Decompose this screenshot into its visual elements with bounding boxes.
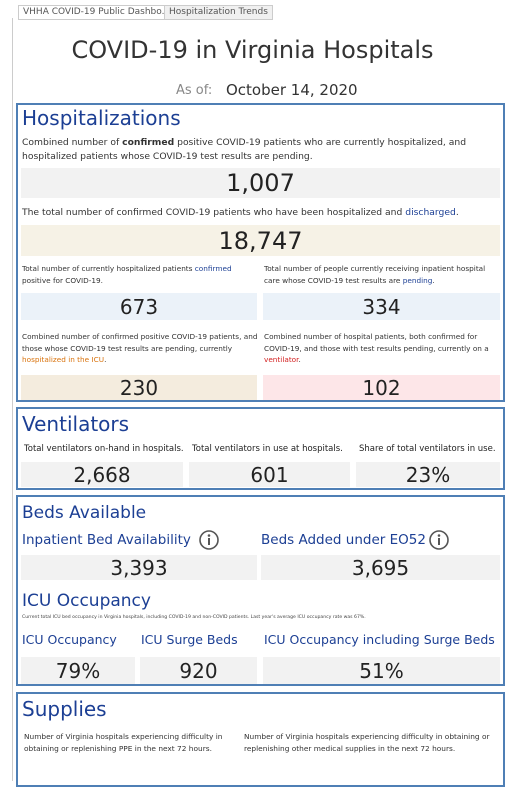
page-title: COVID-19 in Virginia Hospitals — [71, 36, 434, 64]
text: discharged — [405, 207, 456, 218]
description: The total number of confirmed COVID-19 p… — [22, 206, 498, 220]
value: 230 — [21, 375, 257, 400]
value: 334 — [263, 293, 500, 320]
section-title: Ventilators — [22, 412, 130, 436]
text: positive for COVID-19. — [22, 275, 104, 285]
text: . — [432, 275, 435, 285]
text: Combined number of confirmed positive CO… — [22, 332, 258, 353]
value: 18,747 — [21, 225, 500, 256]
value: 23% — [356, 462, 500, 487]
text: The total number of confirmed COVID-19 p… — [22, 207, 406, 218]
text: . — [455, 207, 459, 218]
text: . — [298, 355, 301, 364]
text: positive COVID-19 patients who are curre… — [22, 137, 467, 162]
note: Current total ICU bed occupancy in Virgi… — [22, 615, 366, 620]
as-of-label: As of: — [176, 83, 213, 98]
description: Total number of people currently receivi… — [264, 263, 500, 286]
value: 102 — [263, 375, 500, 400]
text: confirmed — [122, 137, 175, 148]
as-of-date: October 14, 2020 — [226, 81, 358, 99]
tab[interactable]: VHHA COVID-19 Public Dashbo... — [18, 5, 166, 20]
value: 2,668 — [21, 462, 183, 487]
description: Number of Virginia hospitals experiencin… — [244, 732, 490, 753]
info-icon[interactable] — [428, 529, 450, 551]
text: . — [104, 355, 107, 364]
text: Total number of currently hospitalized p… — [22, 264, 195, 273]
section-title: Beds Available — [22, 503, 147, 523]
text: confirmed — [194, 264, 232, 273]
item-label: ICU Occupancy including Surge Beds — [264, 632, 495, 647]
value: 920 — [140, 657, 257, 684]
value: 79% — [21, 657, 135, 684]
value: 3,695 — [261, 555, 500, 580]
description: Combined number of hospital patients, bo… — [264, 331, 500, 366]
item-label: Share of total ventilators in use. — [359, 444, 496, 454]
hospitalizations-panel — [16, 103, 505, 402]
value: 1,007 — [21, 168, 500, 198]
description: Number of Virginia hospitals experiencin… — [24, 732, 223, 753]
section-title: Supplies — [22, 697, 107, 721]
text: Combined number of — [22, 137, 123, 148]
ventilators-panel — [16, 407, 505, 490]
tab[interactable]: Hospitalization Trends — [164, 5, 273, 20]
beds-panel — [16, 495, 505, 686]
text: ventilator — [264, 355, 299, 364]
text: Total number of people currently receivi… — [264, 264, 486, 285]
item-label: Total ventilators in use at hospitals. — [192, 444, 343, 454]
description: Combined number of confirmed positive CO… — [22, 136, 498, 164]
description: Total number of currently hospitalized p… — [22, 263, 232, 286]
item-label: Inpatient Bed Availability — [22, 532, 191, 548]
item-label: ICU Surge Beds — [141, 632, 238, 647]
value: 51% — [263, 657, 500, 684]
left-rule — [12, 18, 13, 781]
text: pending — [402, 275, 433, 285]
info-icon[interactable] — [198, 529, 220, 551]
section-title: Hospitalizations — [22, 106, 181, 130]
item-label: ICU Occupancy — [22, 632, 117, 647]
description: Combined number of confirmed positive CO… — [22, 331, 258, 366]
section-title: ICU Occupancy — [22, 591, 151, 611]
item-label: Beds Added under EO52 — [261, 532, 426, 548]
value: 673 — [21, 293, 257, 320]
item-label: Total ventilators on-hand in hospitals. — [24, 444, 184, 454]
value: 601 — [189, 462, 350, 487]
text: hospitalized in the ICU — [22, 355, 105, 364]
text: Combined number of hospital patients, bo… — [264, 332, 489, 353]
value: 3,393 — [21, 555, 257, 580]
